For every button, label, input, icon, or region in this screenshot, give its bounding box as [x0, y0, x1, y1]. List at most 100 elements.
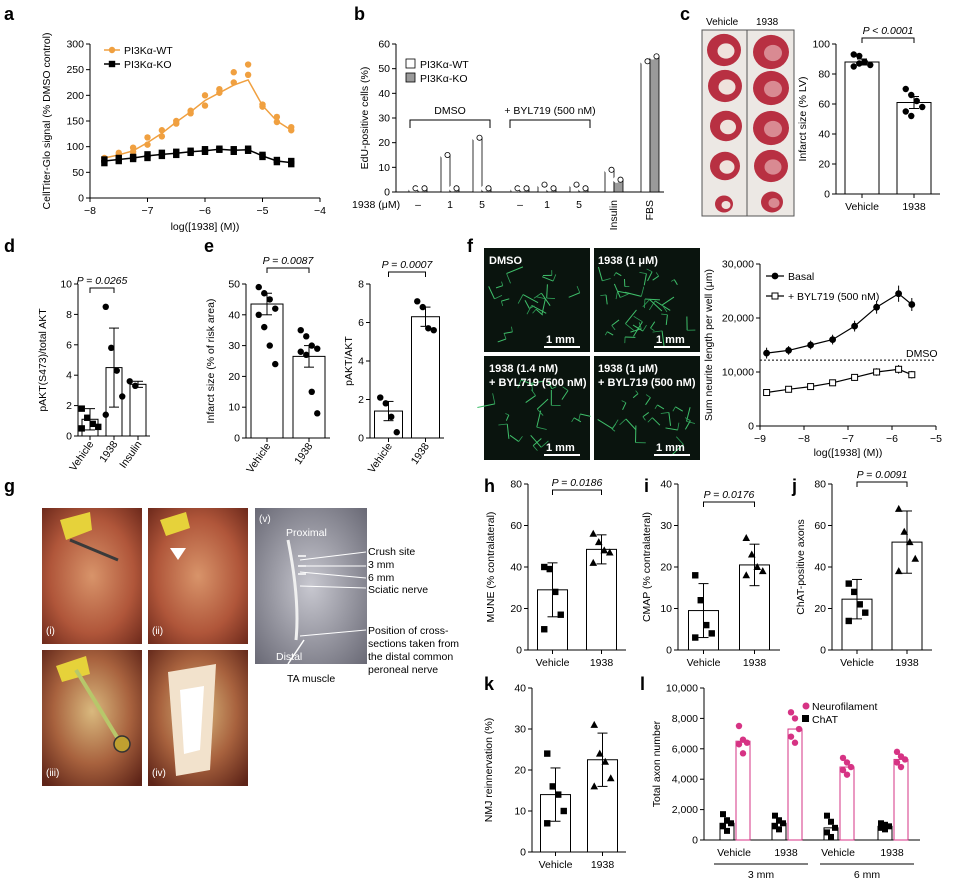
chart-a-ytick-label: 0: [78, 193, 84, 205]
neurite-fiber: [533, 292, 542, 299]
chart-b-ytick-label: 30: [378, 113, 390, 125]
chart-f-ytick-label: 20,000: [722, 313, 754, 325]
chart-i-point: [703, 621, 710, 629]
neurite-fiber: [645, 397, 651, 406]
neurite-fiber: [675, 406, 684, 412]
chart-l-legend-label: Neurofilament: [812, 701, 877, 713]
chart-e2-bar: [411, 316, 440, 439]
chart-f-ytick-label: 0: [748, 421, 754, 433]
neurite-fiber: [520, 379, 536, 386]
chart-k-point: [590, 720, 599, 728]
chart-i-point: [692, 634, 699, 641]
heart-slice-core: [720, 119, 736, 135]
neurite-fiber: [541, 292, 551, 306]
neurite-fiber: [625, 418, 637, 431]
chart-l-ytick-label: 8,000: [672, 713, 698, 725]
chart-e1-ytick-label: 40: [228, 309, 240, 321]
chart-c-point: [850, 51, 857, 58]
chart-h-ylabel: MUNE (% contralateral): [485, 512, 497, 623]
label-distal: Distal: [276, 651, 302, 663]
chart-c-point: [902, 85, 909, 93]
neurite-fiber: [686, 420, 696, 424]
neurite-fiber: [642, 416, 646, 421]
neurite-fiber: [531, 380, 544, 384]
chart-b-point-outline: [444, 151, 451, 158]
chart-l-point-nf: [791, 715, 799, 722]
chart-a-point-1: [173, 148, 180, 155]
chart-a-point-1: [144, 154, 151, 162]
neurite-fiber: [661, 304, 668, 313]
neurite-fiber: [503, 331, 513, 335]
chart-h-xtick-label: 1938: [590, 657, 614, 669]
neurite-fiber: [536, 426, 547, 430]
neurite-fiber: [655, 272, 659, 277]
panel-label-d: d: [4, 236, 15, 256]
chart-f-xlabel: log([1938] (M)): [814, 447, 883, 459]
chart-l-point-chat: [832, 824, 838, 831]
chart-a-point-1: [101, 159, 108, 167]
neurite-fiber: [652, 330, 663, 333]
chart-c-ytick-label: 60: [818, 99, 830, 111]
photo-label-v: (v): [259, 514, 271, 525]
chart-c-ylabel: Infarct size (% LV): [797, 77, 809, 162]
chart-a-xtick-label: −4: [314, 205, 326, 217]
chart-i-point: [697, 597, 704, 604]
chart-f-legend-label: Basal: [788, 271, 814, 283]
neurite-fiber: [501, 298, 510, 302]
chart-c-bar: [844, 61, 880, 195]
chart-l-point-nf: [843, 759, 851, 766]
chart-f-point-basal: [785, 347, 792, 354]
chart-f-curve-1: [766, 368, 913, 394]
chart-a-ylabel: CellTiter-Glo signal (% DMSO control): [41, 33, 53, 210]
chart-l-point-nf: [739, 750, 747, 757]
chart-d-point: [132, 382, 139, 390]
chart-e1-point: [261, 290, 268, 297]
chart-c-point: [850, 63, 857, 70]
heart-slice-core: [717, 43, 735, 59]
chart-b-bar-0: [604, 169, 615, 193]
neurite-fiber: [660, 412, 669, 414]
neurite-fiber: [505, 413, 509, 416]
chart-a-point-1: [129, 153, 137, 161]
chart-e1-point: [314, 410, 321, 417]
chart-e1-ytick-label: 50: [228, 279, 240, 291]
chart-e1-point: [297, 327, 304, 334]
chart-d-ytick-label: 4: [66, 370, 72, 382]
chart-f-xtick-label: −5: [930, 433, 942, 445]
chart-a-point-1: [288, 157, 295, 165]
chart-b-point-outline: [550, 185, 557, 192]
neurite-fiber: [639, 271, 647, 275]
chart-l-ytick-label: 4,000: [672, 774, 698, 786]
callout-sciatic: Sciatic nerve: [368, 584, 428, 596]
neurite-fiber: [494, 295, 503, 300]
chart-d-ytick-label: 2: [66, 400, 72, 412]
chart-a-ytick-label: 250: [66, 64, 84, 76]
chart-k-ytick-label: 10: [514, 806, 526, 818]
chart-l-bar-1: [839, 766, 855, 841]
chart-b-point-outline: [523, 185, 530, 192]
chart-k-xtick-label: Vehicle: [539, 859, 573, 871]
chart-c-point: [913, 97, 920, 105]
neurite-fiber: [509, 434, 520, 442]
chart-a-point-1: [101, 156, 108, 163]
chart-k-point: [555, 791, 562, 798]
chart-f-legend-label: + BYL719 (500 nM): [788, 291, 879, 303]
neurite-fiber: [536, 408, 544, 416]
chart-e2-bracket: [388, 271, 426, 277]
scale-bar-4: 1 mm: [656, 442, 685, 454]
chart-b-bar-0: [640, 60, 651, 193]
micrograph-label-1938-1um: 1938 (1 μM): [598, 255, 658, 267]
neurite-fiber: [643, 273, 647, 286]
neurite-fiber: [632, 324, 644, 332]
chart-e2-ytick-label: 6: [358, 317, 364, 329]
chart-b-point-outline: [453, 185, 460, 192]
chart-h-ytick-label: 40: [510, 562, 522, 574]
chart-l-point-chat: [724, 827, 730, 834]
neurite-fiber: [635, 390, 639, 394]
chart-f-point-byl: [807, 383, 815, 391]
chart-f-point-byl: [829, 379, 837, 387]
heart-label-vehicle: Vehicle: [706, 17, 739, 28]
chart-j-pvalue: P = 0.0091: [857, 469, 908, 481]
chart-b-ytick-label: 20: [378, 137, 390, 149]
